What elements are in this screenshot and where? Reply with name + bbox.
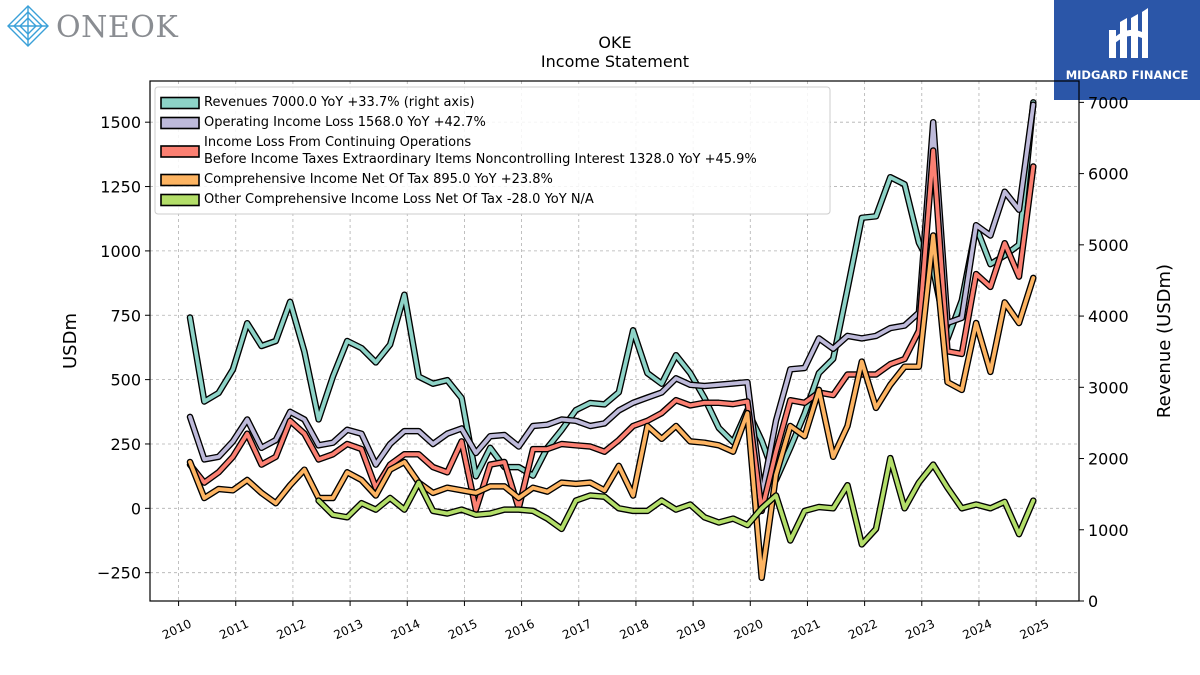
x-tick-label: 2013 <box>332 617 366 643</box>
legend-box <box>154 86 831 215</box>
x-tick-label: 2019 <box>675 617 709 643</box>
chart-subtitle: Income Statement <box>541 52 689 71</box>
legend-swatch-0 <box>160 96 200 110</box>
left-tick-label: 0 <box>131 499 141 518</box>
x-tick-label: 2020 <box>732 617 766 643</box>
right-tick-label: 5000 <box>1088 236 1129 255</box>
plot-frame <box>149 80 1080 602</box>
midgard-finance-logo: MIDGARD FINANCE <box>1054 0 1200 100</box>
x-tick-label: 2012 <box>274 617 308 643</box>
series-line-1 <box>188 102 1036 498</box>
right-axis: 0 1000 2000 3000 4000 5000 6000 7000 <box>1079 93 1129 611</box>
series-line-2 <box>188 148 1036 513</box>
left-axis: −250 0 250 500 750 1000 1250 1500 <box>97 113 150 583</box>
x-axis: 2010 2011 2012 2013 2014 2015 2016 2017 2018 2019… <box>160 601 1051 642</box>
x-tick-label: 2022 <box>846 617 880 643</box>
series-layer <box>186 99 1037 582</box>
right-tick-label: 7000 <box>1088 93 1129 112</box>
legend: Revenues 7000.0 YoY +33.7% (right axis) O… <box>154 86 831 215</box>
x-tick-label: 2014 <box>389 617 423 643</box>
legend-label-2: Before Income Taxes Extraordinary Items … <box>204 152 757 167</box>
midgard-finance-text: MIDGARD FINANCE <box>1065 68 1189 82</box>
left-tick-label: 250 <box>110 435 141 454</box>
legend-swatch-1 <box>160 116 200 130</box>
legend-swatch-2 <box>160 145 200 158</box>
left-tick-label: −250 <box>97 564 141 583</box>
right-tick-label: 1000 <box>1088 521 1129 540</box>
chart-title: OKE <box>598 33 631 52</box>
right-tick-label: 0 <box>1088 592 1098 611</box>
series-line-0 <box>188 100 1036 482</box>
right-axis-label: Revenue (USDm) <box>1154 264 1175 418</box>
x-tick-label: 2024 <box>960 617 994 643</box>
left-tick-label: 1500 <box>100 113 141 132</box>
left-tick-label: 500 <box>110 371 141 390</box>
series-line-4 <box>316 456 1036 547</box>
x-tick-label: 2021 <box>789 617 823 643</box>
oneok-diamond-icon <box>7 5 49 47</box>
legend-label-0: Revenues 7000.0 YoY +33.7% (right axis) <box>204 95 475 110</box>
series-line-3 <box>188 233 1036 580</box>
left-tick-label: 1000 <box>100 242 141 261</box>
left-tick-label: 1250 <box>100 178 141 197</box>
left-axis-label: USDm <box>60 313 81 369</box>
right-tick-label: 3000 <box>1088 378 1129 397</box>
midgard-emblem-icon <box>1109 8 1148 58</box>
legend-swatch-3 <box>160 173 200 187</box>
x-tick-label: 2017 <box>560 617 594 643</box>
legend-label-2: Income Loss From Continuing Operations <box>204 135 471 150</box>
right-tick-label: 6000 <box>1088 165 1129 184</box>
x-tick-label: 2016 <box>503 617 537 643</box>
legend-label-4: Other Comprehensive Income Loss Net Of T… <box>204 192 594 207</box>
x-tick-label: 2023 <box>903 617 937 643</box>
x-tick-label: 2010 <box>160 617 194 643</box>
legend-label-3: Comprehensive Income Net Of Tax 895.0 Yo… <box>204 172 553 187</box>
legend-swatch-4 <box>160 193 200 207</box>
legend-label-1: Operating Income Loss 1568.0 YoY +42.7% <box>204 115 486 130</box>
x-tick-label: 2018 <box>617 617 651 643</box>
oneok-logo-text: ONEOK <box>56 10 179 45</box>
left-tick-label: 750 <box>110 306 141 325</box>
right-tick-label: 4000 <box>1088 307 1129 326</box>
right-tick-label: 2000 <box>1088 450 1129 469</box>
x-tick-label: 2011 <box>217 617 251 643</box>
oneok-logo: ONEOK <box>4 4 178 50</box>
x-tick-label: 2015 <box>446 617 480 643</box>
x-tick-label: 2025 <box>1018 617 1052 643</box>
